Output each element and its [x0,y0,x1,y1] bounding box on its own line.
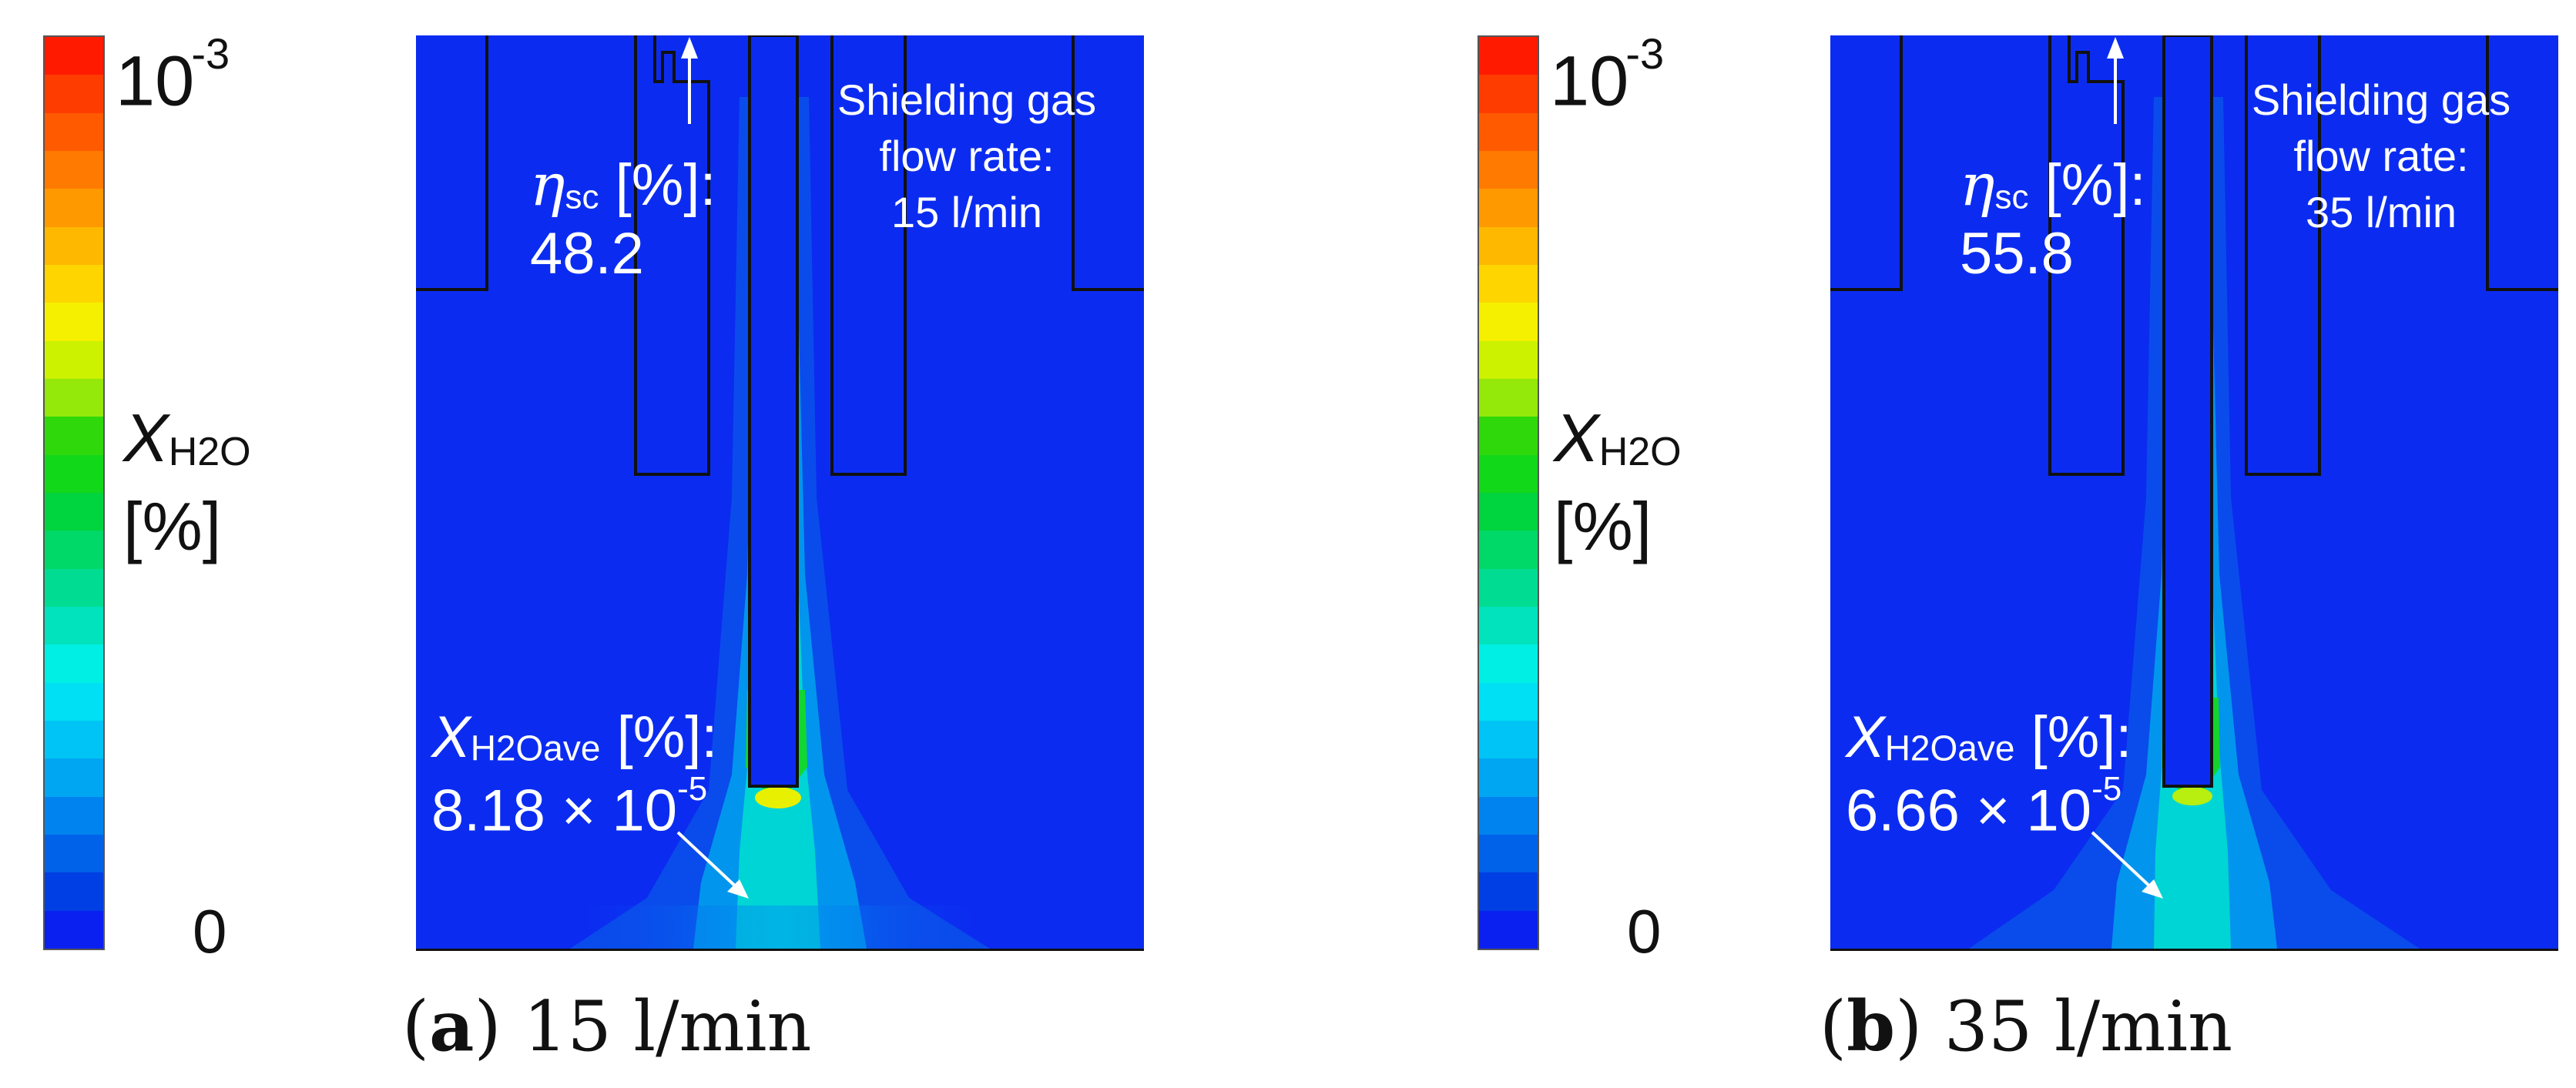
colorbar-segment [45,264,103,303]
colorbar-segment [45,606,103,645]
shielding-gas-label: Shielding gas flow rate: 15 l/min [837,75,1097,236]
colorbar-unit-label: [%] [123,488,222,564]
colorbar-segment [1479,834,1538,873]
nozzle-outer-right [2486,35,2558,291]
colorbar-segment [45,189,103,227]
colorbar-segment [45,75,103,113]
nozzle-inner-left [634,35,710,476]
colorbar-segment [45,340,103,379]
colorbar-segment [1479,226,1538,265]
colorbar-segment [1479,303,1538,341]
colorbar-segment [1479,378,1538,417]
colorbar-segment [1479,910,1538,949]
colorbar-segment [1479,75,1538,113]
colorbar-segment [1479,264,1538,303]
xave-value: 8.18 × 10-5 [431,770,708,844]
colorbar-segment [1479,758,1538,797]
colorbar-segment [45,682,103,721]
colorbar-segment [45,834,103,873]
panel-a: 10-3 XH2O [%] 0 [43,29,1144,1067]
colorbar-segment [1479,796,1538,835]
colorbar-segment [45,720,103,759]
xave-value: 6.66 × 10-5 [1846,770,2122,844]
plume-tip [755,787,801,808]
caption-a: (a) 15 l/min [402,986,812,1067]
colorbar-segment [45,872,103,911]
colorbar-unit-label: [%] [1554,488,1652,564]
eta-label: ηsc [%]: [1960,150,2146,219]
colorbar-segment [45,112,103,151]
xave-arrow-head [727,879,749,899]
shielding-gas-label: Shielding gas flow rate: 35 l/min [2251,75,2511,236]
xave-arrow-line [676,831,741,892]
colorbar-segment [1479,189,1538,227]
colorbar-segment [1479,417,1538,455]
nozzle-outer-right [1072,35,1144,291]
colorbar-segment [1479,644,1538,683]
eta-arrow-head [2107,37,2124,59]
colorbar-segment [45,492,103,531]
colorbar-segment [1479,37,1538,75]
caption-b: (b) 35 l/min [1820,986,2233,1067]
xave-label: XH2Oave [%]: [431,705,718,770]
colorbar-segment [1479,150,1538,189]
colorbar-segment [1479,112,1538,151]
colorbar-segment [1479,606,1538,645]
colorbar-segment [1479,682,1538,721]
colorbar-min-label: 0 [1627,897,1662,966]
plume-tip [2172,787,2212,805]
xave-arrow-head [2142,879,2163,899]
colorbar-variable-label: XH2O [1554,400,1682,476]
colorbar-segment [45,417,103,455]
nozzle-inner-left [2048,35,2125,476]
contour-field [1830,35,2558,949]
colorbar-segment [45,226,103,265]
electrode [2162,35,2213,788]
electrode [748,35,799,788]
xave-label: XH2Oave [%]: [1846,705,2132,770]
colorbar-min-label: 0 [193,897,227,966]
colorbar-segment [45,910,103,949]
colorbar-segment [1479,872,1538,911]
contour-field [416,35,1144,949]
colorbar-segment [1479,492,1538,531]
colorbar-segment [1479,720,1538,759]
eta-value: 55.8 [1960,221,2074,286]
colorbar-max-label: 10-3 [1550,29,1665,121]
nozzle-inner-right [830,35,907,476]
colorbar-segment [45,644,103,683]
nozzle-outer-left [416,35,488,291]
eta-label: ηsc [%]: [530,150,716,219]
panel-b: 10-3 XH2O [%] 0 ηsc [%]: 55.8 Shielding … [1288,0,2576,1088]
eta-value: 48.2 [530,221,644,286]
colorbar-segment [45,378,103,417]
contour-plot: ηsc [%]: 55.8 Shielding gas flow rate: 3… [1830,35,2558,951]
colorbar-variable-label: XH2O [123,400,251,476]
colorbar-segment [45,568,103,607]
colorbar-segment [1479,568,1538,607]
colorbar-segment [45,796,103,835]
xave-arrow-line [2091,831,2155,892]
colorbar-segment [1479,454,1538,493]
colorbar-segment [45,303,103,341]
colorbar [1478,35,1539,950]
nozzle-inner-right [2245,35,2321,476]
colorbar-segment [45,150,103,189]
colorbar-segment [45,531,103,569]
colorbar-segment [45,454,103,493]
colorbar-max-label: 10-3 [116,29,230,121]
colorbar-segment [1479,340,1538,379]
eta-arrow-head [681,37,698,59]
colorbar [43,35,105,950]
colorbar-segment [1479,531,1538,569]
colorbar-segment [45,37,103,75]
nozzle-outer-left [1830,35,1903,291]
colorbar-segment [45,758,103,797]
plume-base [570,906,990,949]
contour-plot: ηsc [%]: 48.2 Shielding gas flow rate: 1… [416,35,1144,951]
